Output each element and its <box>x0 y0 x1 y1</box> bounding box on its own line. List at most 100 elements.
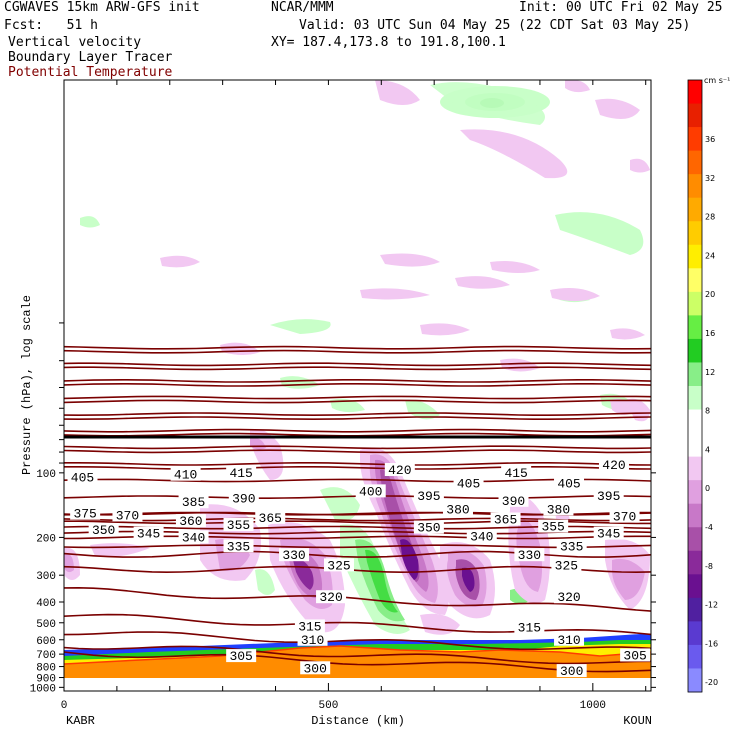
isentrope-label: 375 <box>73 507 96 522</box>
colorbar-label: 0 <box>705 484 710 493</box>
isentrope-label: 345 <box>597 527 620 542</box>
isentrope-label-bg <box>413 520 444 534</box>
colorbar-swatch <box>688 644 702 669</box>
colorbar-swatch <box>688 597 702 622</box>
isentrope-385 <box>64 461 651 466</box>
isentrope-label: 355 <box>541 520 564 535</box>
isentrope-label: 370 <box>116 508 139 523</box>
colorbar-label: -16 <box>705 639 718 648</box>
isentrope-label-bg <box>300 661 331 675</box>
isentrope-label-bg <box>501 465 532 479</box>
isentrope-label: 340 <box>182 530 205 545</box>
w-down-region <box>455 276 510 289</box>
colorbar-label: 4 <box>705 445 710 454</box>
colorbar-label: 16 <box>705 329 715 338</box>
w-down-region <box>595 98 640 119</box>
w-down-region <box>610 328 645 340</box>
w-down-region <box>625 398 650 422</box>
w-down-region <box>220 342 260 355</box>
isentrope-385-b <box>64 465 651 470</box>
isentrope-label: 350 <box>417 521 440 536</box>
isentrope-label: 330 <box>282 548 305 563</box>
isentrope-label: 405 <box>71 470 94 485</box>
isentrope-label-bg <box>88 523 119 537</box>
isentrope-label-bg <box>226 465 257 479</box>
isentrope-label: 385 <box>182 495 205 510</box>
colorbar-unit: cm s⁻¹ <box>704 76 730 85</box>
y-tick-label: 800 <box>36 663 56 675</box>
colorbar-label: 8 <box>705 407 710 416</box>
colorbar-swatch <box>688 409 702 434</box>
header-init: Init: 00 UTC Fri 02 May 25 <box>519 0 723 15</box>
field-vertical-velocity: Vertical velocity <box>8 35 142 50</box>
colorbar-label: -8 <box>705 562 713 571</box>
isentrope-label: 360 <box>179 514 202 529</box>
colorbar-swatch <box>688 433 702 458</box>
x-axis: 0 500 1000 <box>61 80 647 712</box>
isentrope-label: 345 <box>137 527 160 542</box>
isentrope-label-bg <box>170 467 201 481</box>
y-axis-title: Pressure (hPa), log scale <box>20 295 34 475</box>
w-up-region <box>405 399 440 420</box>
isentrope-390 <box>64 445 651 450</box>
isentrope-label: 415 <box>229 466 252 481</box>
w-down-region <box>420 613 460 635</box>
isentrope-label-bg <box>554 590 585 604</box>
colorbar-swatch <box>688 80 702 105</box>
isentrope-415-b <box>64 366 651 371</box>
w-up-region <box>270 319 331 334</box>
isentrope-label-bg <box>67 470 98 484</box>
isentrope-label-bg <box>355 484 386 498</box>
isentrope-label-bg <box>133 526 164 540</box>
isentrope-label-bg <box>554 476 585 490</box>
w-down-region <box>160 255 200 268</box>
isentrope-label: 365 <box>259 511 282 526</box>
colorbar-label: 20 <box>705 290 715 299</box>
isentrope-label-bg <box>556 664 587 678</box>
w-down-region <box>612 558 645 600</box>
isentrope-label-bg <box>598 458 629 472</box>
isentrope-label-bg <box>442 502 473 516</box>
header-model: CGWAVES 15km ARW-GFS init <box>4 0 200 15</box>
colorbar-swatch <box>688 527 702 552</box>
isentrope-400-b <box>64 416 651 421</box>
isentrope-label: 420 <box>388 463 411 478</box>
colorbar-swatch <box>688 503 702 528</box>
isentrope-label: 395 <box>417 489 440 504</box>
colorbar-swatch <box>688 174 702 199</box>
colorbar-label: -4 <box>705 523 713 532</box>
colorbar-swatch <box>688 103 702 128</box>
header-valid: Valid: 03 UTC Sun 04 May 25 (22 CDT Sat … <box>299 18 691 33</box>
isentrope-label: 320 <box>319 590 342 605</box>
plot-frame <box>63 79 652 692</box>
isentrope-label: 325 <box>327 558 350 573</box>
isentrope-label-bg <box>514 620 545 634</box>
x-tick-label: 500 <box>319 700 339 712</box>
isentrope-label: 380 <box>547 502 570 517</box>
endpoint-right: KOUN <box>623 714 652 728</box>
colorbar-swatch <box>688 338 702 363</box>
colorbar-label: 24 <box>705 251 715 260</box>
isentrope-335 <box>64 544 651 549</box>
isentrope-label-bg <box>384 463 415 477</box>
colorbar-swatch <box>688 480 702 505</box>
isentrope-label: 305 <box>623 648 646 663</box>
isentrope-label: 355 <box>227 518 250 533</box>
colorbar-label: 12 <box>705 368 715 377</box>
isentrope-395 <box>64 428 651 433</box>
isentrope-label: 310 <box>557 633 580 648</box>
isentrope-label: 330 <box>518 548 541 563</box>
isentrope-label-bg <box>543 502 574 516</box>
colorbar-frame <box>687 79 703 693</box>
isentrope-label-bg <box>551 558 582 572</box>
isentrope-label: 395 <box>597 489 620 504</box>
isentrope-label: 335 <box>560 539 583 554</box>
isentrope-400 <box>64 412 651 417</box>
colorbar-swatch <box>688 244 702 269</box>
y-tick-label: 1000 <box>30 683 56 695</box>
isentrope-label: 350 <box>92 523 115 538</box>
isentrope-label: 420 <box>602 458 625 473</box>
isentrope-label-bg <box>223 539 254 553</box>
